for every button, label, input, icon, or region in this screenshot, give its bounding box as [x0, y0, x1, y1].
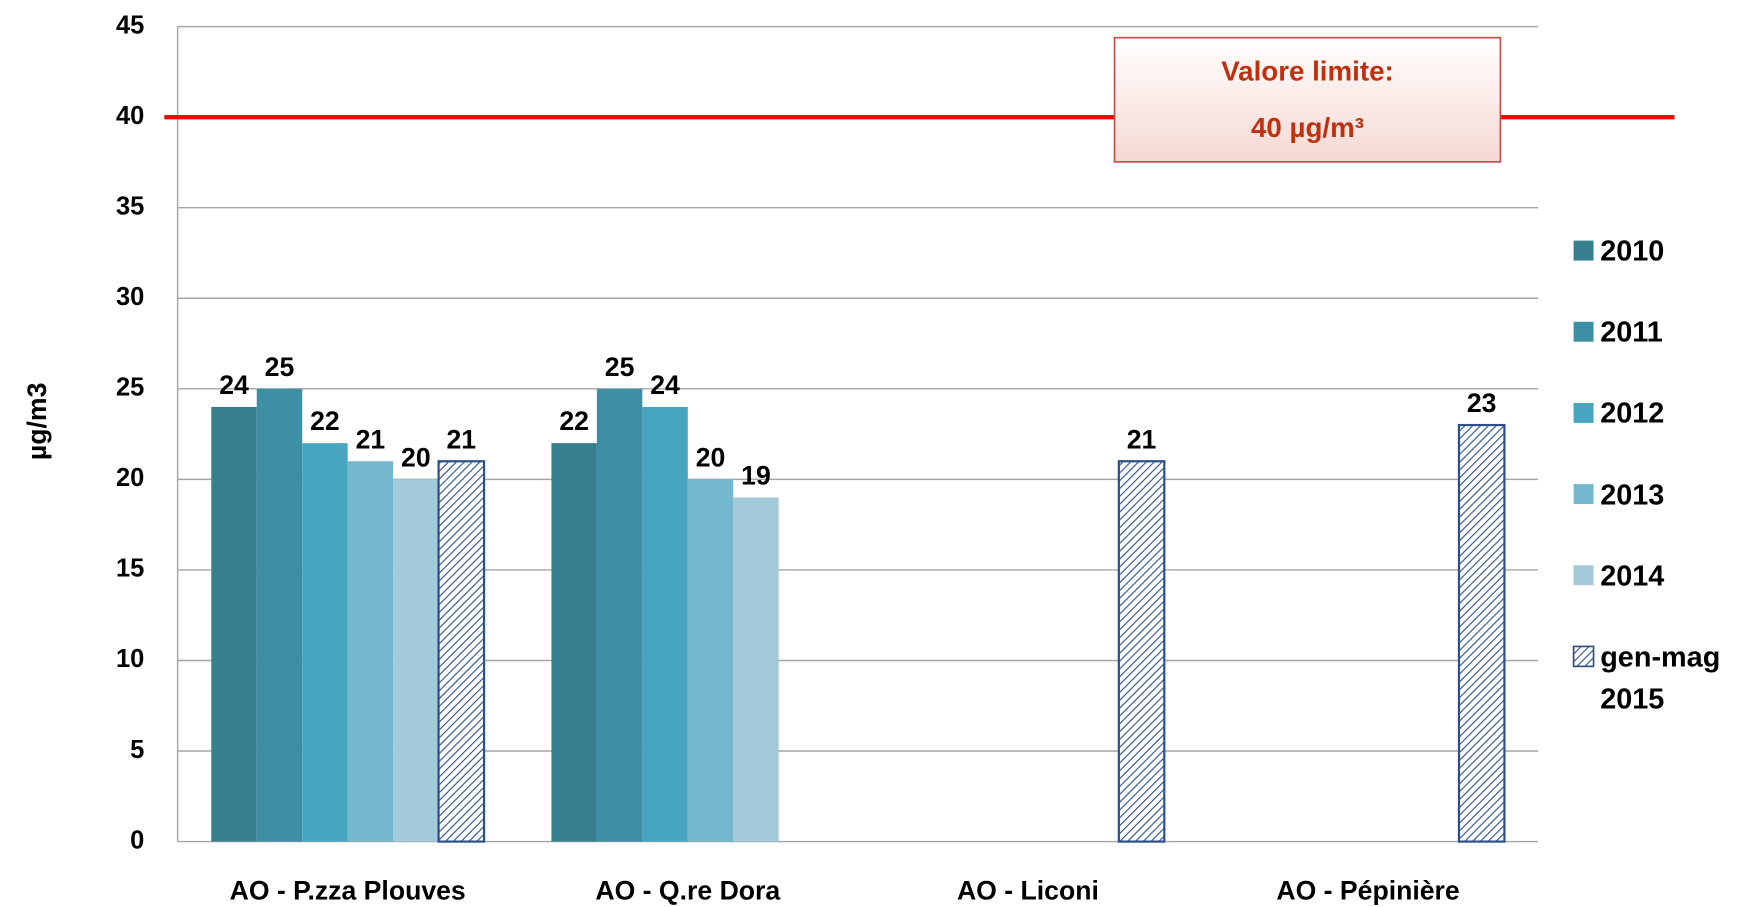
legend-swatch [1573, 321, 1594, 342]
legend-label: 2013 [1600, 477, 1665, 511]
data-label: 25 [265, 352, 295, 382]
y-tick-label: 15 [116, 555, 144, 583]
legend-item: gen-mag 2015 [1600, 639, 1721, 716]
legend-item: 2012 [1600, 396, 1665, 430]
y-tick-label: 45 [116, 11, 144, 39]
y-tick-label: 0 [130, 826, 144, 854]
data-label: 20 [696, 442, 726, 472]
bar [437, 460, 486, 843]
bar [687, 479, 734, 842]
x-tick-label: AO - Liconi [957, 876, 1099, 906]
legend-label: 2011 [1600, 315, 1663, 349]
x-tick-label: AO - Q.re Dora [595, 876, 780, 906]
bar [1117, 460, 1166, 843]
bar [642, 406, 688, 842]
legend-item: 2011 [1600, 315, 1663, 349]
legend-swatch [1573, 402, 1594, 423]
data-label: 20 [401, 442, 431, 472]
data-label: 22 [310, 406, 340, 436]
bar [256, 388, 303, 842]
bar [347, 461, 394, 842]
bar [211, 406, 257, 842]
y-tick-label: 30 [116, 283, 144, 311]
data-label: 24 [219, 370, 249, 400]
data-label: 22 [559, 406, 589, 436]
y-tick-label: 35 [116, 192, 144, 220]
legend-swatch [1573, 484, 1594, 505]
y-tick-label: 10 [116, 645, 144, 673]
legend-label: 2014 [1600, 558, 1665, 592]
y-tick-label: 20 [116, 464, 144, 492]
legend-item: 2014 [1600, 558, 1665, 592]
legend-swatch [1573, 565, 1594, 586]
y-tick-label: 40 [116, 102, 144, 130]
legend-item: 2013 [1600, 477, 1665, 511]
bar [302, 443, 348, 842]
legend-label: gen-mag 2015 [1600, 639, 1721, 716]
data-label: 23 [1467, 388, 1497, 418]
bar [551, 443, 597, 842]
data-label: 19 [741, 461, 771, 491]
legend-item: 2010 [1600, 233, 1665, 268]
x-tick-label: AO - P.zza Plouves [230, 876, 466, 906]
data-label: 21 [447, 424, 477, 454]
data-label: 21 [356, 424, 386, 454]
bar [1457, 423, 1506, 843]
annotation-label: 40 µg/m³ [1251, 112, 1364, 143]
bar [393, 479, 439, 842]
legend-label: 2010 [1600, 233, 1665, 268]
legend-swatch [1572, 645, 1595, 668]
legend-swatch [1573, 240, 1594, 261]
data-label: 21 [1127, 424, 1157, 454]
annotation-title: Valore limite: [1221, 56, 1394, 87]
y-tick-label: 25 [116, 374, 144, 402]
y-tick-label: 5 [130, 736, 144, 764]
bar [733, 497, 779, 842]
data-label: 24 [650, 370, 680, 400]
legend-label: 2012 [1600, 396, 1665, 430]
annotation-box [1113, 36, 1502, 163]
x-tick-label: AO - Pépinière [1276, 876, 1459, 906]
y-axis-label: µg/m3 [22, 383, 52, 460]
bar [596, 388, 643, 842]
data-label: 25 [605, 352, 635, 382]
